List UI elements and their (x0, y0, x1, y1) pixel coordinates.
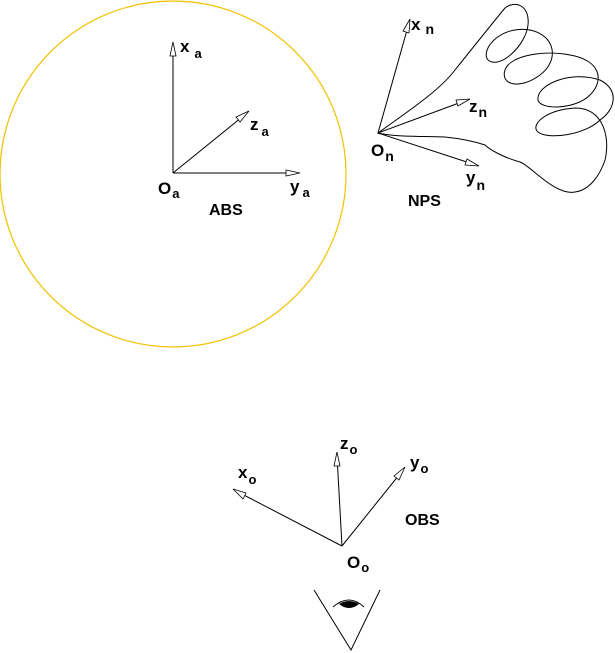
obs-origin-label: Oo (347, 553, 369, 575)
obs-frame-label: OBS (405, 512, 440, 529)
obs-frame: xo zo yo Oo OBS (232, 434, 440, 652)
nps-z-axis (377, 99, 468, 134)
nps-y-arrowhead (464, 158, 480, 167)
obs-y-axis (341, 469, 404, 547)
obs-z-arrowhead (333, 451, 341, 467)
nps-z-arrowhead (455, 98, 471, 107)
abs-z-axis (172, 112, 248, 174)
obs-x-label: xo (238, 463, 256, 487)
abs-y-arrowhead (285, 169, 301, 177)
obs-z-axis (336, 455, 343, 547)
nps-y-axis (377, 132, 477, 166)
abs-z-arrowhead (235, 110, 250, 123)
obs-x-arrowhead (232, 488, 247, 500)
obs-z-label: zo (340, 434, 358, 457)
abs-x-arrowhead (169, 41, 177, 57)
nps-origin-label: On (371, 141, 394, 164)
obs-y-label: yo (410, 453, 428, 476)
nps-x-arrowhead (402, 18, 411, 34)
abs-sphere (0, 0, 347, 348)
abs-origin-label: Oa (158, 179, 180, 201)
abs-frame-label: ABS (209, 202, 243, 219)
eye-icon (313, 589, 381, 652)
nps-x-axis (377, 22, 410, 134)
nps-frame-label: NPS (408, 193, 441, 210)
nps-y-label: yn (466, 168, 485, 193)
nps-body-outline (376, 3, 614, 193)
obs-y-arrowhead (393, 466, 406, 481)
nps-z-label: zn (469, 97, 487, 120)
obs-x-axis (235, 490, 343, 547)
